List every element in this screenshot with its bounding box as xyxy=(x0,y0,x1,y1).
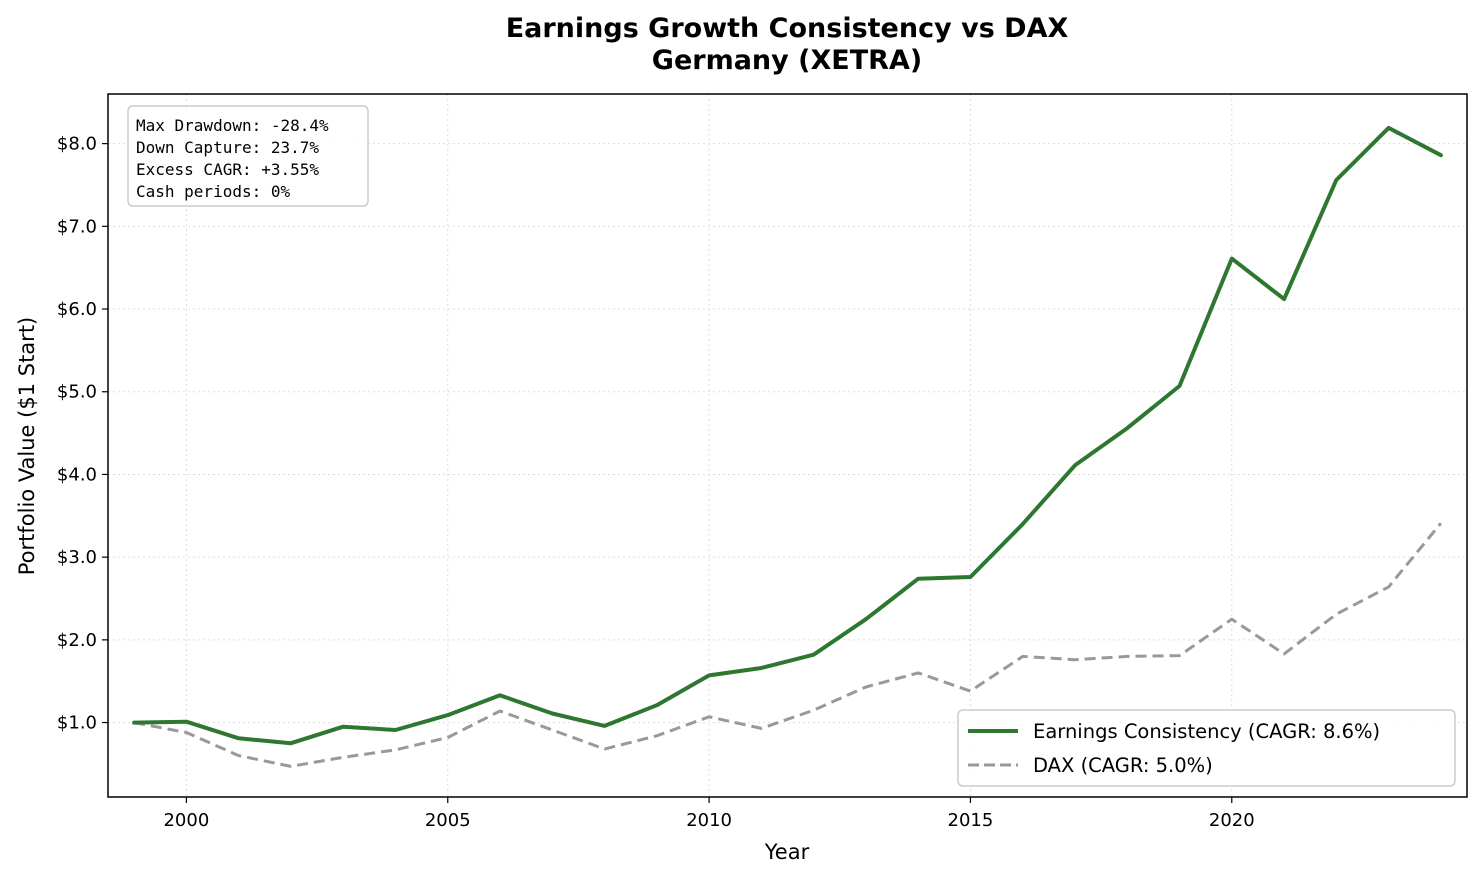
series-layer xyxy=(132,125,1443,768)
y-tick-label-6: $6.0 xyxy=(57,299,97,320)
plot-frame xyxy=(107,93,1468,798)
y-tick-label-2: $2.0 xyxy=(57,630,97,651)
y-tick-label-5: $5.0 xyxy=(57,382,97,403)
legend-label-dax: DAX (CAGR: 5.0%) xyxy=(1033,754,1213,777)
x-tick-label-2000: 2000 xyxy=(163,810,209,831)
y-axis-label: Portfolio Value ($1 Start) xyxy=(15,317,39,576)
stats-box: Max Drawdown: -28.4% Down Capture: 23.7%… xyxy=(127,105,369,207)
series-line-dax xyxy=(133,522,1443,768)
legend: Earnings Consistency (CAGR: 8.6%) DAX (C… xyxy=(957,709,1456,787)
legend-frame xyxy=(957,709,1456,787)
y-tick-label-3: $3.0 xyxy=(57,547,97,568)
legend-label-earnings-consistency: Earnings Consistency (CAGR: 8.6%) xyxy=(1033,720,1380,743)
series-line-earnings-consistency xyxy=(132,125,1443,746)
x-tick-label-2005: 2005 xyxy=(425,810,471,831)
chart-subtitle: Germany (XETRA) xyxy=(652,45,922,76)
stats-box-frame xyxy=(127,105,369,207)
y-tick-label-4: $4.0 xyxy=(57,464,97,485)
y-tick-label-7: $7.0 xyxy=(57,216,97,237)
x-tick-label-2015: 2015 xyxy=(948,810,994,831)
axis-ticks: 2000 2005 2010 2015 2020 $1.0 $2.0 $3.0 $4.0 $5.0… xyxy=(57,134,1255,831)
y-tick-label-8: $8.0 xyxy=(57,134,97,155)
x-axis-label: Year xyxy=(764,840,810,864)
stats-excess-cagr: Excess CAGR: +3.55% xyxy=(136,160,319,179)
stats-cash-periods: Cash periods: 0% xyxy=(136,182,290,201)
stats-down-capture: Down Capture: 23.7% xyxy=(136,138,319,157)
chart-title: Earnings Growth Consistency vs DAX xyxy=(506,13,1069,44)
stats-max-drawdown: Max Drawdown: -28.4% xyxy=(136,116,329,135)
x-tick-label-2010: 2010 xyxy=(686,810,732,831)
x-tick-label-2020: 2020 xyxy=(1209,810,1255,831)
y-tick-label-1: $1.0 xyxy=(57,713,97,734)
